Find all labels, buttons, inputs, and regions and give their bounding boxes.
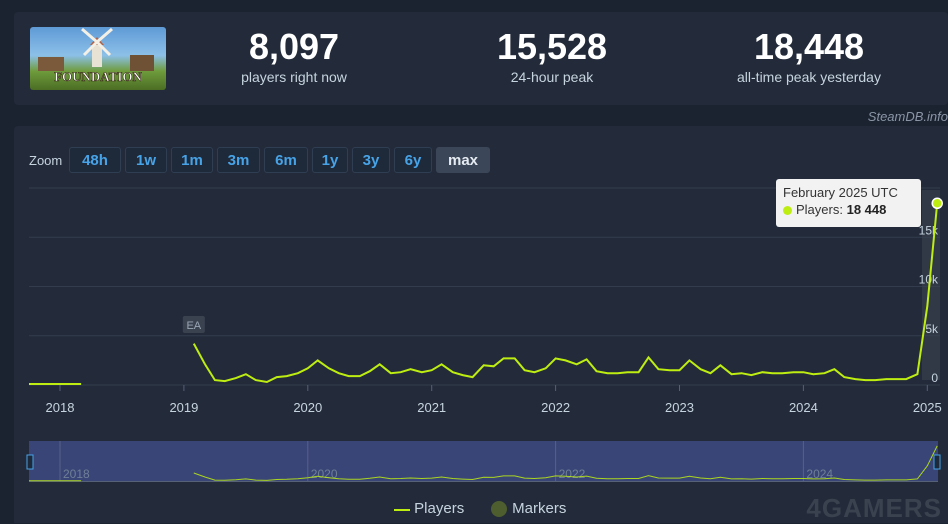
x-axis: 2018 2019 2020 2021 2022 2023 2024 2025 bbox=[46, 385, 942, 415]
zoom-1m-button[interactable]: 1m bbox=[171, 147, 213, 173]
y-tick-label: 5k bbox=[925, 322, 939, 336]
hover-point bbox=[931, 197, 943, 210]
game-logo[interactable]: FOUNDATION bbox=[30, 27, 166, 90]
watermark-logo: 4GAMERS bbox=[806, 493, 942, 523]
peak-24h-value: 15,528 bbox=[496, 26, 608, 67]
zoom-1w-button[interactable]: 1w bbox=[125, 147, 167, 173]
line-legend-icon bbox=[394, 509, 410, 512]
navigator-tick-label: 2024 bbox=[806, 467, 833, 481]
navigator-tick-label: 2022 bbox=[559, 467, 586, 481]
series-dot-icon bbox=[783, 206, 792, 216]
peak-24h-label: 24-hour peak bbox=[510, 69, 594, 85]
grid-lines bbox=[29, 187, 940, 386]
stat-all-time-peak: 18,448 all-time peak yesterday bbox=[719, 26, 899, 86]
current-players-label: players right now bbox=[241, 69, 347, 85]
navigator-right-handle[interactable] bbox=[933, 454, 941, 470]
zoom-3m-button[interactable]: 3m bbox=[217, 147, 260, 173]
all-time-peak-label: all-time peak yesterday bbox=[737, 69, 881, 85]
logo-title: FOUNDATION bbox=[54, 69, 142, 84]
x-tick-label: 2023 bbox=[665, 400, 694, 415]
zoom-48h-button[interactable]: 48h bbox=[69, 147, 121, 173]
x-tick-label: 2022 bbox=[541, 400, 570, 415]
marker-badge[interactable] bbox=[182, 316, 205, 333]
players-line[interactable] bbox=[29, 203, 939, 385]
all-time-peak-value: 18,448 bbox=[753, 26, 865, 67]
legend-markers-label: Markers bbox=[512, 500, 567, 517]
x-tick-label: 2021 bbox=[417, 400, 446, 415]
x-tick-label: 2024 bbox=[789, 400, 818, 415]
navigator-line bbox=[29, 445, 938, 482]
legend-players[interactable]: Players bbox=[394, 500, 464, 517]
zoom-max-button[interactable]: max bbox=[436, 147, 490, 173]
x-tick-label: 2019 bbox=[169, 400, 198, 415]
marker-legend-icon bbox=[491, 501, 507, 518]
steamdb-credit[interactable]: SteamDB.info bbox=[867, 109, 948, 124]
chart-markers: EA bbox=[182, 316, 205, 333]
stats-header: FOUNDATION 8,097 players right now 15,52… bbox=[14, 12, 948, 105]
zoom-6m-button[interactable]: 6m bbox=[264, 147, 308, 173]
zoom-3y-button[interactable]: 3y bbox=[352, 147, 390, 173]
chart-tooltip: February 2025 UTC Players: 18 448 bbox=[776, 179, 921, 227]
zoom-label: Zoom bbox=[29, 153, 63, 168]
navigator-tick-label: 2018 bbox=[63, 467, 90, 481]
x-tick-label: 2020 bbox=[293, 400, 322, 415]
tooltip-title: February 2025 UTC bbox=[783, 185, 898, 200]
navigator-baseline bbox=[29, 481, 938, 482]
navigator-range[interactable] bbox=[29, 441, 938, 481]
legend-markers[interactable]: Markers bbox=[490, 500, 566, 518]
y-tick-label: 0 bbox=[931, 371, 938, 385]
tooltip-series-label: Players: bbox=[796, 202, 843, 217]
stat-24h-peak: 15,528 24-hour peak bbox=[477, 26, 627, 86]
x-tick-label: 2018 bbox=[46, 400, 75, 415]
zoom-1y-button[interactable]: 1y bbox=[312, 147, 348, 173]
navigator-tick-label: 2020 bbox=[311, 467, 338, 481]
stat-current: 8,097 players right now bbox=[219, 26, 369, 86]
plot-scroll-overlay bbox=[922, 190, 940, 380]
zoom-6y-button[interactable]: 6y bbox=[394, 147, 432, 173]
y-tick-label: 10k bbox=[919, 273, 939, 287]
current-players-value: 8,097 bbox=[248, 26, 340, 67]
legend-players-label: Players bbox=[414, 500, 465, 517]
marker-label: EA bbox=[186, 320, 201, 332]
tooltip-value: 18 448 bbox=[846, 202, 887, 217]
navigator-left-handle[interactable] bbox=[26, 454, 34, 470]
x-tick-label: 2025 bbox=[913, 400, 942, 415]
windmill-icon: FOUNDATION bbox=[38, 27, 154, 84]
